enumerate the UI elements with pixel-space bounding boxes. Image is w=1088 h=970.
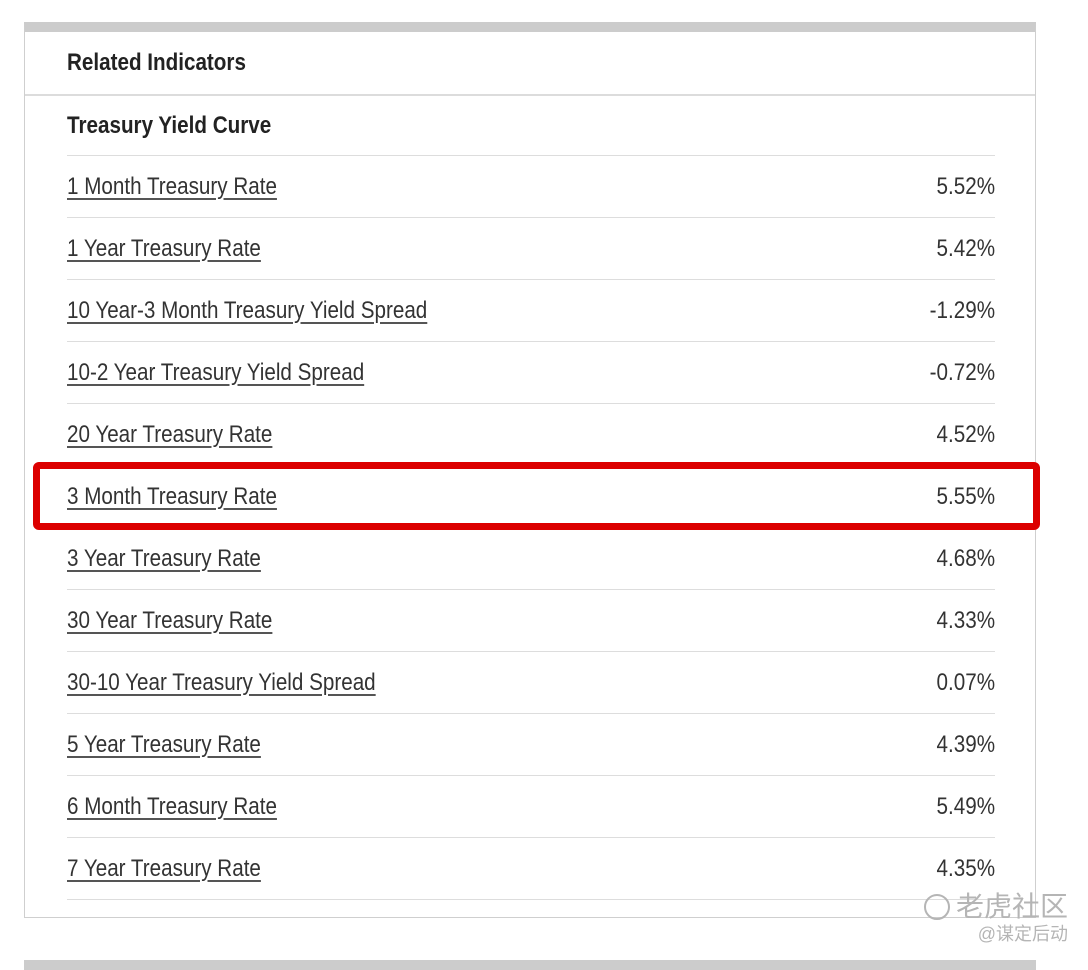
watermark-handle: @谋定后动: [977, 923, 1068, 944]
table-row: 5 Year Treasury Rate 4.39%: [67, 714, 995, 776]
indicator-value: -1.29%: [929, 296, 995, 324]
watermark-brand-line: 老虎社区: [923, 890, 1068, 924]
indicator-link[interactable]: 6 Month Treasury Rate: [67, 792, 277, 820]
table-row: 6 Month Treasury Rate 5.49%: [67, 776, 995, 838]
indicator-value: 5.52%: [936, 172, 995, 200]
section-title: Treasury Yield Curve: [67, 96, 995, 156]
indicator-value: 4.33%: [936, 606, 995, 634]
section-title-text: Treasury Yield Curve: [67, 111, 272, 139]
indicator-value: 5.55%: [936, 482, 995, 510]
table-row: 7 Year Treasury Rate 4.35%: [67, 838, 995, 900]
indicator-link[interactable]: 30-10 Year Treasury Yield Spread: [67, 668, 376, 696]
table-row: 10-2 Year Treasury Yield Spread -0.72%: [67, 342, 995, 404]
tiger-logo-icon: [923, 893, 950, 920]
table-row: 3 Year Treasury Rate 4.68%: [67, 528, 995, 590]
indicator-link[interactable]: 30 Year Treasury Rate: [67, 606, 273, 634]
indicator-link[interactable]: 20 Year Treasury Rate: [67, 420, 273, 448]
indicator-link[interactable]: 1 Month Treasury Rate: [67, 172, 277, 200]
indicator-link[interactable]: 1 Year Treasury Rate: [67, 234, 261, 262]
panel-title: Related Indicators: [67, 49, 246, 76]
indicator-value: 4.52%: [936, 420, 995, 448]
table-row-highlighted: 3 Month Treasury Rate 5.55%: [67, 466, 995, 528]
indicator-value: 0.07%: [936, 668, 995, 696]
indicator-value: 4.68%: [936, 544, 995, 572]
table-row: 30-10 Year Treasury Yield Spread 0.07%: [67, 652, 995, 714]
indicator-link[interactable]: 3 Year Treasury Rate: [67, 544, 261, 572]
indicator-value: 4.39%: [936, 730, 995, 758]
table-row: 30 Year Treasury Rate 4.33%: [67, 590, 995, 652]
watermark-brand: 老虎社区: [955, 891, 1068, 922]
indicator-link[interactable]: 5 Year Treasury Rate: [67, 730, 261, 758]
indicator-link[interactable]: 7 Year Treasury Rate: [67, 854, 261, 882]
table-row: 10 Year-3 Month Treasury Yield Spread -1…: [67, 280, 995, 342]
indicator-value: 5.42%: [936, 234, 995, 262]
indicator-link[interactable]: 10 Year-3 Month Treasury Yield Spread: [67, 296, 428, 324]
table-row: 20 Year Treasury Rate 4.52%: [67, 404, 995, 466]
indicator-value: 5.49%: [936, 792, 995, 820]
watermark: 老虎社区 @谋定后动: [923, 890, 1068, 945]
related-indicators-panel: Related Indicators Treasury Yield Curve …: [24, 22, 1036, 918]
panel-header: Related Indicators: [25, 32, 1035, 96]
table-row: 1 Month Treasury Rate 5.52%: [67, 156, 995, 218]
indicator-link[interactable]: 10-2 Year Treasury Yield Spread: [67, 358, 365, 386]
indicator-value: -0.72%: [929, 358, 995, 386]
indicator-value: 4.35%: [936, 854, 995, 882]
indicator-link[interactable]: 3 Month Treasury Rate: [67, 482, 277, 510]
next-panel-border: [24, 960, 1036, 970]
indicator-list: Treasury Yield Curve 1 Month Treasury Ra…: [25, 96, 1035, 900]
table-row: 1 Year Treasury Rate 5.42%: [67, 218, 995, 280]
